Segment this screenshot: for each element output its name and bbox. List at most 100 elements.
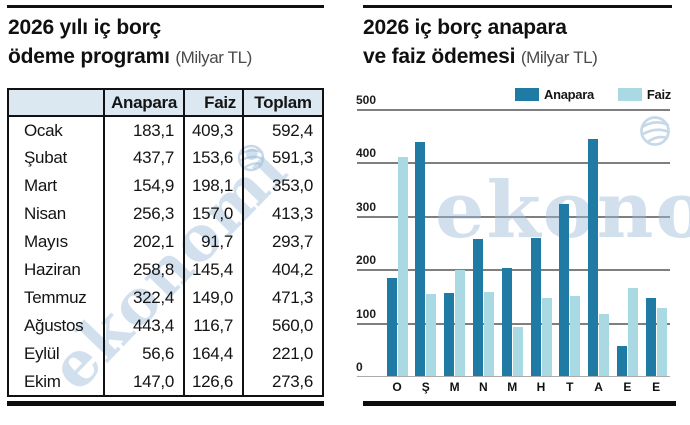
table-cell-month: Ekim [7, 368, 105, 397]
table-cell-toplam: 353,0 [242, 172, 324, 200]
gridline-400 [357, 162, 670, 165]
bar-anapara-6 [530, 237, 541, 376]
faiz-swatch-icon [617, 88, 642, 101]
table-cell-anapara: 56,6 [103, 340, 185, 368]
table-cell-month: Mart [7, 172, 105, 200]
chart-legend: Anapara Faiz [515, 87, 671, 102]
bar-anapara-5 [501, 268, 512, 376]
bar-anapara-1 [386, 278, 397, 376]
table-cell-toplam: 293,7 [242, 228, 324, 256]
gridline-100 [357, 322, 670, 325]
table-cell-toplam: 413,3 [242, 200, 324, 228]
y-axis-tick-300: 300 [356, 199, 377, 214]
bar-faiz-5 [512, 327, 523, 376]
table-cell-faiz: 409,3 [183, 116, 244, 144]
table-row: Eylül 56,6 164,4 221,0 [7, 340, 324, 368]
table-row: Haziran 258,8 145,4 404,2 [7, 256, 324, 284]
y-axis-tick-400: 400 [356, 146, 377, 161]
y-axis-tick-200: 200 [356, 253, 377, 268]
bar-chart: Anapara Faiz ekonomi 0100200300400500OŞM… [355, 0, 690, 425]
table-cell-month: Ocak [7, 116, 105, 144]
right-panel: 2026 iç borç anapara ve faiz ödemesi (Mi… [355, 0, 690, 425]
bar-faiz-3 [455, 270, 466, 376]
right-title-line1: 2026 iç borç anapara [363, 16, 567, 39]
bar-faiz-9 [627, 288, 638, 376]
table-cell-toplam: 592,4 [242, 116, 324, 144]
table-row: Ağustos 443,4 116,7 560,0 [7, 312, 324, 340]
bar-anapara-8 [588, 139, 599, 376]
gridline-300 [357, 215, 670, 218]
table-row: Temmuz 322,4 149,0 471,3 [7, 284, 324, 312]
x-axis-label-2: Ş [421, 380, 430, 394]
x-axis-label-4: N [479, 380, 488, 394]
bar-anapara-3 [444, 293, 455, 376]
left-bottom-rule [7, 401, 324, 406]
table-cell-faiz: 153,6 [183, 144, 244, 172]
table-cell-anapara: 154,9 [103, 172, 185, 200]
x-axis-label-7: T [566, 380, 574, 394]
payment-schedule-table: Anapara Faiz Toplam Ocak 183,1 409,3 592,4 Şub… [7, 88, 324, 397]
table-cell-faiz: 164,4 [183, 340, 244, 368]
bar-anapara-9 [616, 345, 627, 376]
bar-faiz-6 [541, 298, 552, 376]
left-title-unit: (Milyar TL) [175, 48, 252, 67]
table-cell-anapara: 258,8 [103, 256, 185, 284]
x-axis-label-9: E [623, 380, 632, 394]
left-title-line1: 2026 yılı iç borç [8, 16, 162, 39]
table-cell-faiz: 116,7 [183, 312, 244, 340]
right-title-line2: ve faiz ödemesi [363, 45, 516, 68]
table-cell-month: Eylül [7, 340, 105, 368]
table-cell-faiz: 198,1 [183, 172, 244, 200]
bar-anapara-10 [645, 297, 656, 376]
table-row: Şubat 437,7 153,6 591,3 [7, 144, 324, 172]
legend-label-faiz: Faiz [646, 87, 671, 102]
bar-faiz-4 [483, 292, 494, 376]
table-cell-toplam: 404,2 [242, 256, 324, 284]
y-axis-tick-100: 100 [356, 306, 377, 321]
column-header-toplam: Toplam [242, 88, 324, 117]
x-axis-label-8: A [594, 380, 603, 394]
table-cell-anapara: 322,4 [103, 284, 185, 312]
bar-faiz-2 [426, 294, 437, 376]
legend-label-anapara: Anapara [544, 87, 594, 102]
x-axis-label-1: O [392, 380, 402, 394]
table-cell-month: Mayıs [7, 228, 105, 256]
bar-faiz-1 [397, 157, 408, 376]
table-cell-anapara: 443,4 [103, 312, 185, 340]
table-body: Ocak 183,1 409,3 592,4 Şubat 437,7 153,6 591,3 M… [7, 116, 324, 397]
gridline-500 [357, 109, 670, 111]
left-top-rule [7, 5, 324, 8]
left-panel-title: 2026 yılı iç borç ödeme programı (Milyar… [8, 13, 252, 72]
table-cell-faiz: 126,6 [183, 368, 244, 397]
bar-faiz-8 [599, 313, 610, 376]
table-cell-faiz: 145,4 [183, 256, 244, 284]
table-cell-anapara: 183,1 [103, 116, 185, 144]
bar-faiz-10 [656, 308, 667, 376]
table-cell-month: Şubat [7, 144, 105, 172]
table-row: Ekim 147,0 126,6 273,6 [7, 368, 324, 397]
bar-faiz-7 [570, 296, 581, 376]
y-axis-tick-0: 0 [356, 360, 363, 374]
gridline-0 [357, 376, 670, 377]
table-cell-toplam: 221,0 [242, 340, 324, 368]
right-panel-title: 2026 iç borç anapara ve faiz ödemesi (Mi… [363, 13, 598, 72]
table-cell-toplam: 471,3 [242, 284, 324, 312]
right-title-unit: (Milyar TL) [520, 48, 598, 67]
table-cell-faiz: 149,0 [183, 284, 244, 312]
right-bottom-rule [363, 401, 676, 406]
left-title-line2: ödeme programı [8, 45, 170, 68]
left-panel: 2026 yılı iç borç ödeme programı (Milyar… [7, 0, 325, 425]
bar-anapara-7 [559, 203, 570, 376]
table-cell-toplam: 560,0 [242, 312, 324, 340]
legend-item-anapara: Anapara [515, 87, 594, 102]
legend-item-faiz: Faiz [617, 87, 671, 102]
x-axis-label-10: E [652, 380, 661, 394]
table-header: Anapara Faiz Toplam [7, 88, 324, 117]
x-axis-label-6: H [536, 380, 546, 394]
table-cell-toplam: 273,6 [242, 368, 324, 397]
table-cell-toplam: 591,3 [242, 144, 324, 172]
y-axis-tick-500: 500 [356, 93, 377, 107]
table-row: Nisan 256,3 157,0 413,3 [7, 200, 324, 228]
gridline-200 [357, 269, 670, 272]
